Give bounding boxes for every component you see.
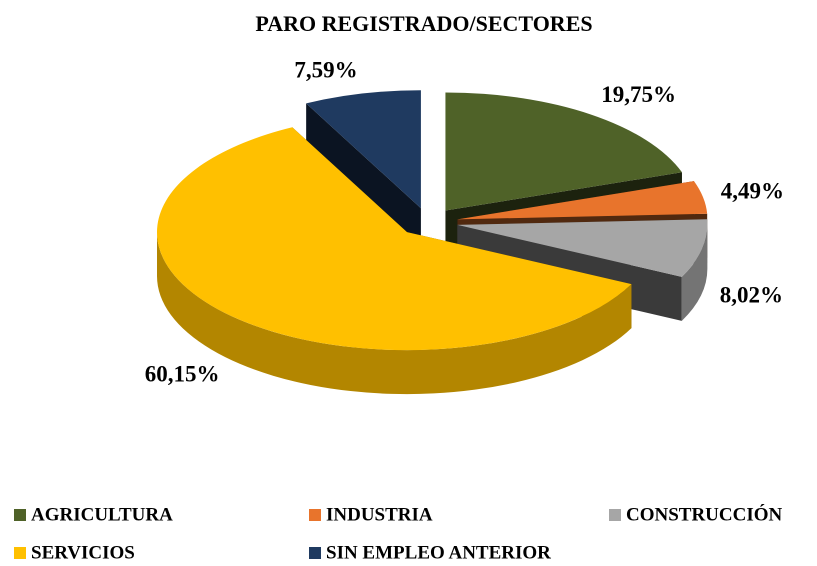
data-label: 8,02% bbox=[720, 283, 783, 308]
legend-label: AGRICULTURA bbox=[31, 504, 173, 525]
legend-label: SIN EMPLEO ANTERIOR bbox=[326, 542, 551, 563]
legend-swatch bbox=[309, 509, 321, 521]
legend-label: SERVICIOS bbox=[31, 542, 135, 563]
slice-wall bbox=[157, 232, 632, 395]
slice-top bbox=[457, 181, 708, 220]
legend-swatch bbox=[14, 547, 26, 559]
legend-label: INDUSTRIA bbox=[326, 504, 433, 525]
legend-swatch bbox=[309, 547, 321, 559]
chart-title: PARO REGISTRADO/SECTORES bbox=[255, 11, 592, 36]
legend-label: CONSTRUCCIÓN bbox=[626, 503, 783, 525]
slice-side bbox=[306, 103, 421, 253]
data-label: 7,59% bbox=[294, 57, 357, 82]
slice-top bbox=[457, 219, 708, 277]
slice-wall bbox=[681, 224, 708, 321]
legend-swatch bbox=[609, 509, 621, 521]
slice bbox=[306, 90, 421, 253]
data-label: 4,49% bbox=[721, 178, 784, 203]
legend-swatch bbox=[14, 509, 26, 521]
slice-top bbox=[306, 90, 421, 209]
slice bbox=[157, 127, 632, 395]
slice-top bbox=[157, 127, 632, 351]
data-label: 19,75% bbox=[601, 82, 676, 107]
data-label: 60,15% bbox=[145, 361, 220, 386]
slice-top bbox=[445, 92, 682, 211]
